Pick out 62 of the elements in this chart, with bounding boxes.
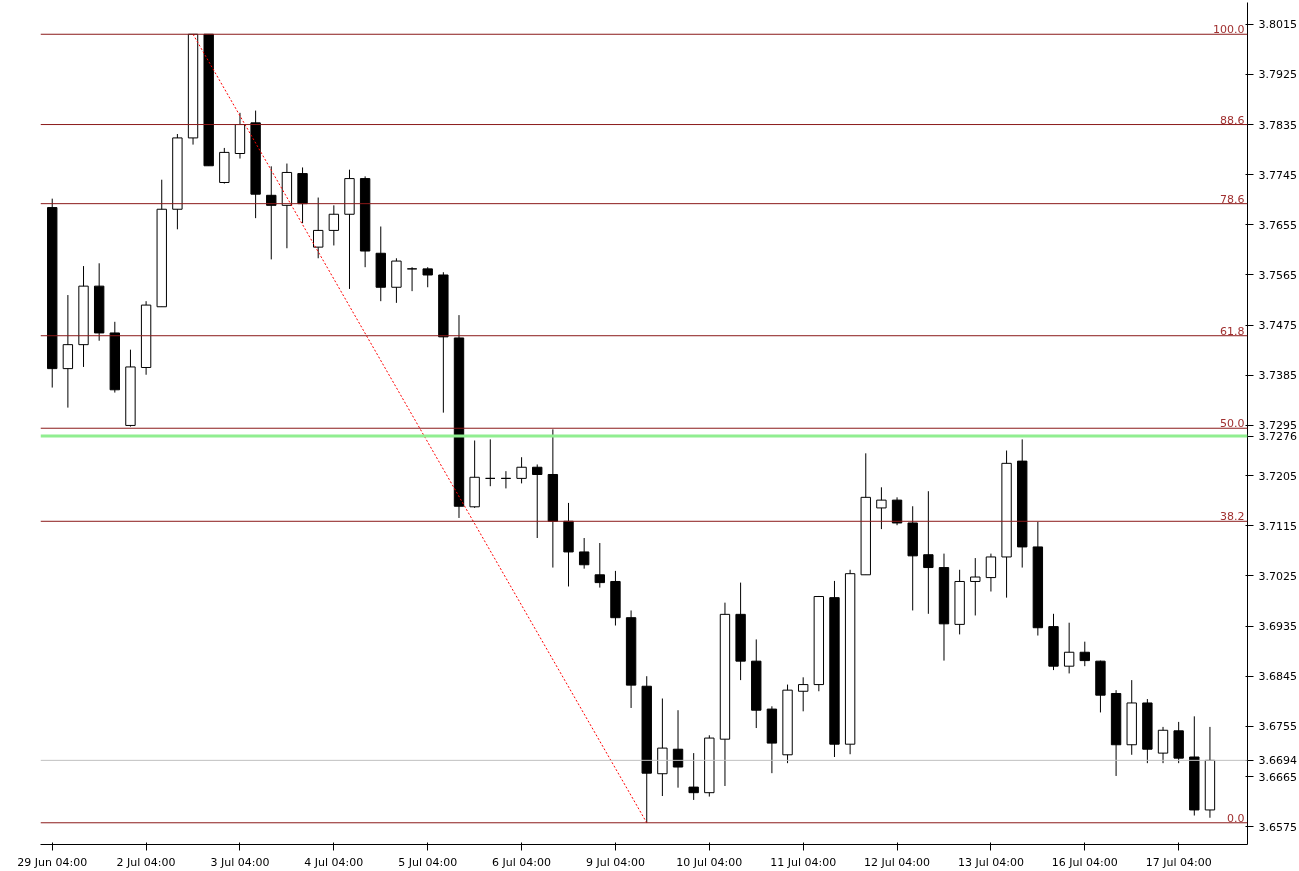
y-tick-label: 3.6665	[1258, 770, 1297, 784]
x-tick-label: 29 Jun 04:00	[17, 855, 88, 869]
x-tick-label: 3 Jul 04:00	[210, 855, 270, 869]
x-tick-label: 5 Jul 04:00	[398, 855, 458, 869]
annotation: 0.0	[1227, 811, 1245, 825]
y-tick-label: 3.6694	[1258, 754, 1297, 768]
y-tick-label: 3.7925	[1258, 68, 1297, 82]
x-tick-label: 4 Jul 04:00	[304, 855, 364, 869]
candlestick	[923, 490, 934, 615]
candlestick	[1063, 622, 1075, 674]
candlestick	[876, 486, 887, 530]
y-tick-label: 3.7115	[1258, 519, 1297, 533]
y-tick-label: 3.6575	[1258, 820, 1297, 834]
candlestick	[594, 542, 605, 589]
candlestick	[1079, 641, 1090, 667]
candlestick	[485, 438, 496, 487]
candlestick	[797, 676, 809, 712]
y-tick-label: 3.7385	[1258, 369, 1297, 383]
candlestick	[578, 537, 590, 570]
candlestick	[500, 470, 512, 489]
y-tick-label: 3.7565	[1258, 268, 1297, 282]
y-tick-label: 3.7745	[1258, 168, 1297, 182]
candlestick	[406, 266, 418, 292]
y-tick-label: 3.7205	[1258, 469, 1297, 483]
candlestick	[422, 266, 433, 288]
annotation: 61.8	[1220, 324, 1245, 338]
candlestick	[891, 496, 903, 526]
y-tick-label: 3.7475	[1258, 319, 1297, 333]
x-tick-label: 12 Jul 04:00	[864, 855, 931, 869]
annotation: 38.2	[1220, 510, 1245, 524]
candlestick	[328, 204, 340, 246]
y-tick-label: 3.6755	[1258, 720, 1297, 734]
candlestick	[313, 197, 324, 259]
candlestick	[266, 165, 277, 260]
candlestick	[688, 752, 699, 801]
y-tick-label: 3.7025	[1258, 569, 1297, 583]
x-tick-label: 17 Jul 04:00	[1145, 855, 1212, 869]
y-tick-label: 3.7276	[1258, 430, 1297, 444]
x-tick-label: 2 Jul 04:00	[116, 855, 176, 869]
x-tick-label: 6 Jul 04:00	[492, 855, 552, 869]
annotation: 50.0	[1220, 417, 1245, 431]
x-tick-label: 10 Jul 04:00	[676, 855, 743, 869]
annotation: 100.0	[1213, 23, 1245, 37]
candlestick	[1157, 726, 1169, 764]
candlestick	[672, 709, 684, 789]
annotation: 88.6	[1220, 113, 1245, 127]
candlestick	[970, 557, 981, 616]
annotation: 78.6	[1220, 192, 1245, 206]
candlestick	[985, 553, 997, 593]
candlestick	[62, 294, 74, 409]
candlestick	[532, 463, 543, 539]
x-tick-label: 9 Jul 04:00	[585, 855, 645, 869]
y-tick-label: 3.7835	[1258, 118, 1297, 132]
candlestick	[516, 456, 527, 484]
x-tick-label: 16 Jul 04:00	[1051, 855, 1118, 869]
y-tick-label: 3.8015	[1258, 18, 1297, 32]
x-tick-label: 11 Jul 04:00	[770, 855, 837, 869]
x-tick-label: 13 Jul 04:00	[957, 855, 1024, 869]
y-tick-label: 3.6845	[1258, 670, 1297, 684]
y-tick-label: 3.7295	[1258, 419, 1297, 433]
y-tick-label: 3.7655	[1258, 218, 1297, 232]
y-tick-label: 3.6935	[1258, 620, 1297, 634]
